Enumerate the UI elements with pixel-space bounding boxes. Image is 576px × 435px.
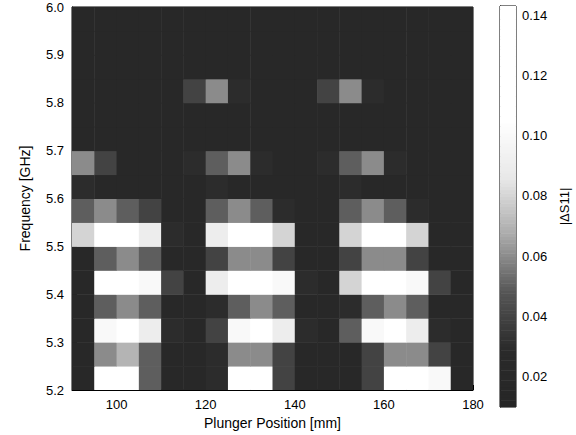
svg-text:0.08: 0.08 — [522, 188, 547, 203]
svg-text:5.3: 5.3 — [46, 335, 64, 350]
svg-text:5.9: 5.9 — [46, 47, 64, 62]
svg-text:160: 160 — [373, 397, 395, 412]
svg-text:120: 120 — [195, 397, 217, 412]
svg-text:Frequency [GHz]: Frequency [GHz] — [17, 146, 33, 252]
svg-text:0.02: 0.02 — [522, 369, 547, 384]
svg-text:6.0: 6.0 — [46, 0, 64, 15]
svg-text:|ΔS11|: |ΔS11| — [557, 188, 572, 226]
svg-text:0.10: 0.10 — [522, 128, 547, 143]
svg-text:0.04: 0.04 — [522, 309, 547, 324]
svg-text:5.7: 5.7 — [46, 143, 64, 158]
svg-text:0.06: 0.06 — [522, 249, 547, 264]
svg-text:5.8: 5.8 — [46, 95, 64, 110]
svg-text:180: 180 — [462, 397, 484, 412]
svg-text:5.4: 5.4 — [46, 287, 64, 302]
svg-text:5.2: 5.2 — [46, 383, 64, 398]
svg-text:Plunger Position [mm]: Plunger Position [mm] — [204, 415, 341, 431]
svg-text:0.12: 0.12 — [522, 68, 547, 83]
svg-text:100: 100 — [106, 397, 128, 412]
svg-text:5.6: 5.6 — [46, 191, 64, 206]
svg-text:0.14: 0.14 — [522, 8, 547, 23]
svg-text:140: 140 — [284, 397, 306, 412]
svg-text:5.5: 5.5 — [46, 239, 64, 254]
